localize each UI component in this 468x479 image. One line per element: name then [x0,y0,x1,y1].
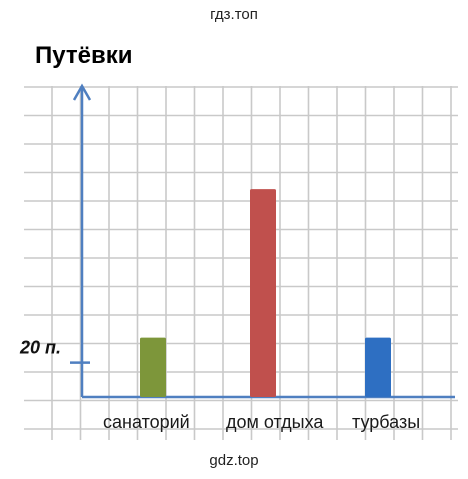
x-tick-label: турбазы [352,412,420,432]
x-tick-label: санаторий [103,412,190,432]
chart-title: Путёвки [35,42,133,69]
bar-1 [140,337,166,397]
watermark-top: гдз.топ [210,6,258,23]
y-axis-arrow [72,83,92,101]
bar-2 [250,189,276,397]
x-tick-label: дом отдыха [226,412,324,432]
y-tick-label: 20 п. [19,338,61,358]
watermark-bottom: gdz.top [209,452,259,469]
bar-3 [365,337,391,397]
